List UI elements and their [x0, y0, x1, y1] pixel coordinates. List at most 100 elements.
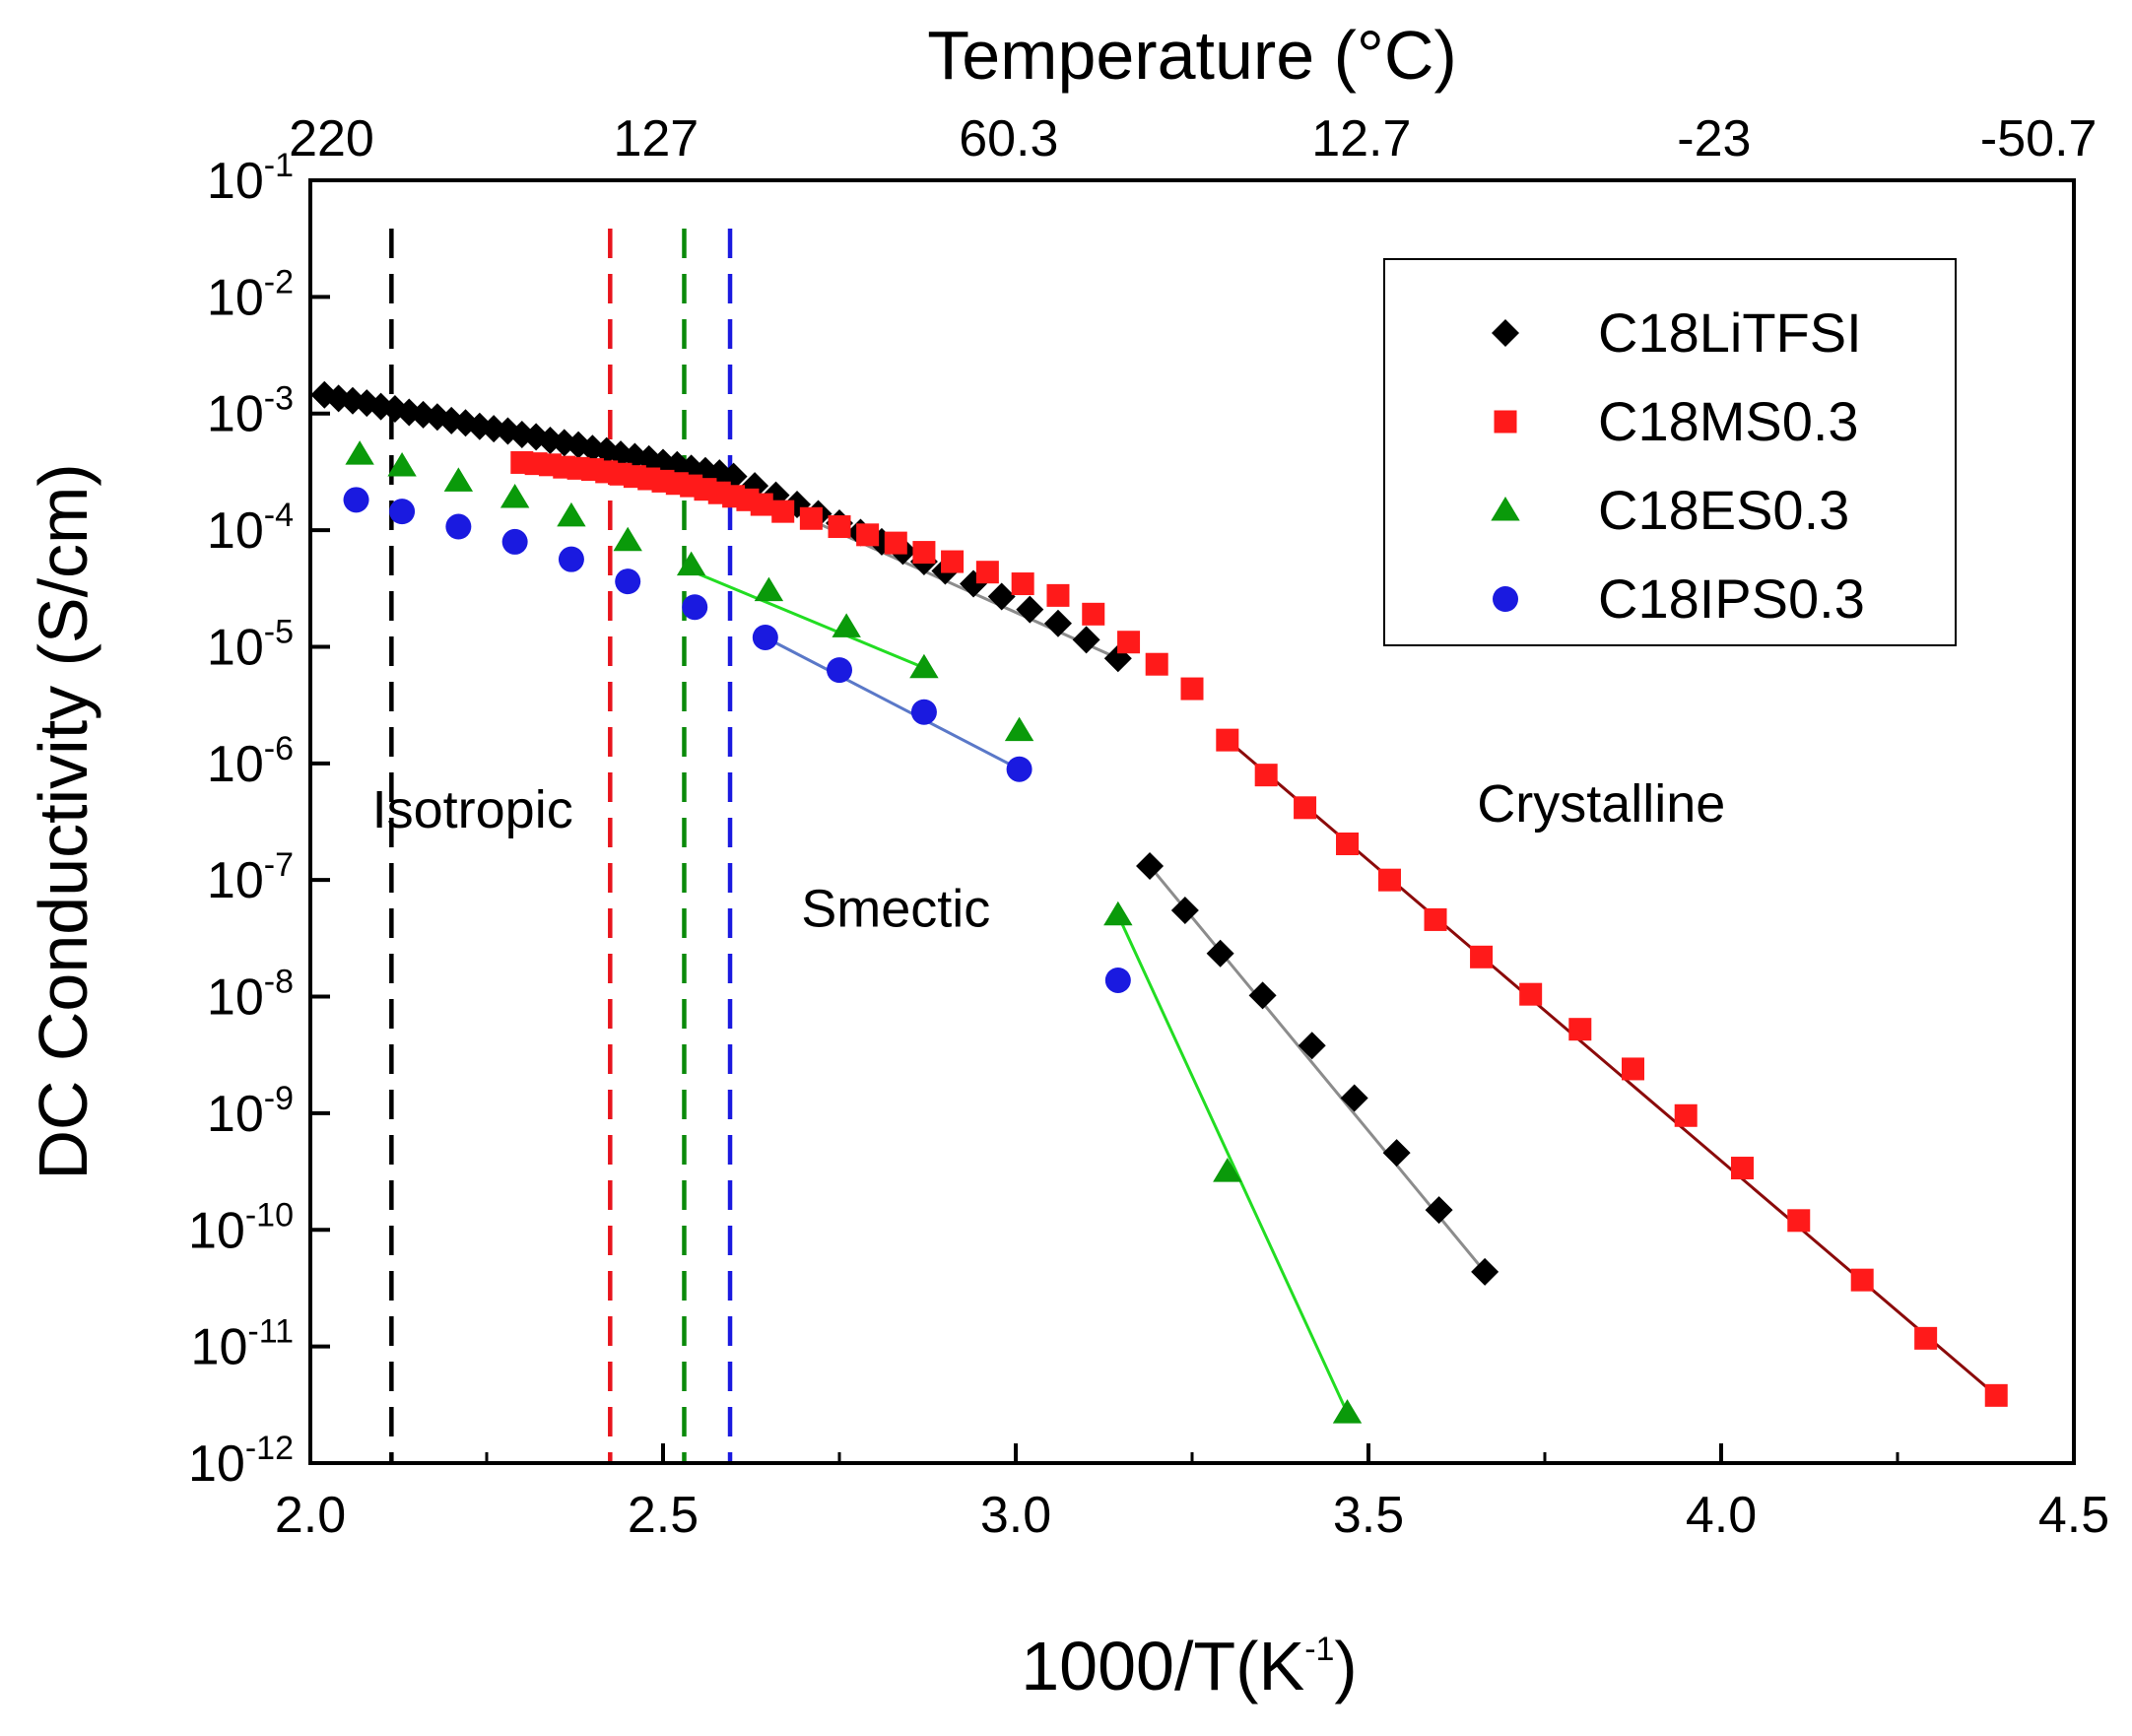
top-axis-title: Temperature (°C): [927, 17, 1457, 94]
data-point-c18litfsi-54: [1471, 1257, 1499, 1286]
data-point-c18ips0.3-10: [1006, 756, 1033, 782]
data-point-c18es0.3-1: [387, 451, 417, 477]
data-point-c18ms0.3-19: [799, 506, 823, 530]
data-point-c18litfsi-51: [1340, 1084, 1368, 1112]
legend-marker-c18ms0.3: [1494, 410, 1517, 434]
plot-markers-layer: [310, 380, 2008, 1424]
y-tick-label: 10-9: [207, 1080, 294, 1143]
y-tick-label: 10-12: [188, 1430, 294, 1493]
data-point-c18ms0.3-35: [1336, 832, 1360, 855]
data-point-c18ips0.3-5: [615, 568, 641, 595]
top-tick-label: 220: [289, 110, 374, 167]
data-point-c18litfsi-53: [1425, 1196, 1453, 1225]
data-point-c18ips0.3-11: [1104, 967, 1131, 993]
data-point-c18ms0.3-26: [1011, 572, 1034, 596]
top-tick-label: -23: [1677, 110, 1751, 167]
fit-line-c18litfsi-2: [1148, 865, 1487, 1273]
data-point-c18ms0.3-31: [1180, 677, 1204, 701]
data-point-c18ips0.3-6: [682, 594, 708, 621]
data-point-c18ms0.3-43: [1730, 1157, 1754, 1180]
x-tick-label: 4.0: [1686, 1487, 1757, 1544]
data-point-c18ms0.3-44: [1787, 1209, 1811, 1233]
legend-markers: [1491, 319, 1520, 612]
data-point-c18ms0.3-40: [1568, 1018, 1592, 1041]
data-point-c18ms0.3-29: [1117, 631, 1141, 654]
x-tick-label: 3.0: [980, 1487, 1051, 1544]
top-tick-label: 60.3: [959, 110, 1058, 167]
fit-line-c18es0.3-1: [1116, 914, 1349, 1414]
data-point-c18es0.3-2: [443, 467, 474, 492]
data-point-c18ms0.3-36: [1377, 868, 1401, 892]
top-tick-label: 127: [613, 110, 699, 167]
y-tick-label: 10-8: [207, 964, 294, 1027]
data-point-c18ms0.3-22: [884, 531, 907, 555]
data-point-c18es0.3-0: [345, 440, 374, 465]
data-point-c18ms0.3-18: [771, 500, 795, 523]
data-point-c18ms0.3-32: [1216, 728, 1239, 752]
top-tick-label: 12.7: [1311, 110, 1411, 167]
data-point-c18es0.3-13: [1332, 1399, 1363, 1424]
data-point-c18litfsi-52: [1382, 1139, 1411, 1168]
y-tick-label: 10-1: [207, 147, 294, 210]
legend-label-c18es: C18ES0.3: [1598, 479, 1849, 541]
y-tick-label: 10-6: [207, 730, 294, 793]
data-point-c18litfsi-44: [1072, 626, 1100, 654]
data-point-c18ms0.3-23: [912, 541, 936, 565]
y-tick-label: 10-4: [207, 497, 294, 560]
data-point-c18ips0.3-3: [501, 528, 528, 555]
data-point-c18ms0.3-42: [1674, 1103, 1698, 1127]
data-point-c18ms0.3-24: [941, 550, 965, 573]
legend-label-c18litfsi: C18LiTFSI: [1598, 301, 1862, 364]
legend-label-c18ips: C18IPS0.3: [1598, 568, 1865, 630]
data-point-c18ms0.3-21: [856, 523, 880, 547]
data-point-c18litfsi-46: [1136, 851, 1165, 880]
y-tick-label: 10-3: [207, 380, 294, 443]
legend-label-c18ms: C18MS0.3: [1598, 390, 1859, 452]
y-tick-label: 10-11: [191, 1313, 294, 1376]
data-point-c18es0.3-11: [1103, 901, 1133, 926]
isotropic-label: Isotropic: [372, 780, 573, 839]
data-point-c18ms0.3-28: [1082, 602, 1105, 626]
data-point-c18es0.3-9: [909, 653, 939, 679]
data-point-c18ips0.3-2: [445, 513, 472, 540]
data-point-c18litfsi-31: [762, 481, 790, 509]
data-point-c18es0.3-10: [1004, 716, 1034, 742]
data-point-c18ms0.3-38: [1470, 945, 1494, 968]
smectic-label: Smectic: [801, 880, 990, 939]
top-tick-label: -50.7: [1980, 110, 2098, 167]
y-tick-label: 10-5: [207, 613, 294, 676]
data-point-c18es0.3-3: [500, 483, 530, 508]
data-point-c18es0.3-6: [676, 551, 706, 576]
legend: C18LiTFSI C18MS0.3 C18ES0.3 C18IPS0.3: [1383, 258, 1957, 646]
data-point-c18ms0.3-39: [1519, 982, 1543, 1006]
data-point-c18es0.3-8: [832, 613, 861, 637]
x-tick-label: 2.0: [275, 1487, 346, 1544]
x-tick-label: 3.5: [1333, 1487, 1404, 1544]
data-point-c18es0.3-5: [613, 526, 642, 552]
data-point-c18ms0.3-27: [1046, 583, 1070, 607]
data-point-c18litfsi-47: [1170, 896, 1199, 924]
data-point-c18es0.3-4: [557, 501, 586, 527]
legend-marker-c18es0.3: [1491, 497, 1520, 521]
data-point-c18ips0.3-4: [558, 546, 584, 572]
fit-line-c18es0.3-0: [691, 569, 925, 670]
data-point-c18ips0.3-0: [343, 487, 369, 513]
y-tick-label: 10-2: [207, 263, 294, 326]
data-point-c18litfsi-41: [987, 582, 1016, 611]
data-point-c18ms0.3-45: [1850, 1268, 1874, 1292]
x-axis-title: 1000/T(K-1): [1021, 1628, 1357, 1704]
fit-line-c18ips0.3-0: [765, 635, 1021, 771]
y-tick-label: 10-7: [207, 846, 294, 909]
legend-box: [1383, 258, 1957, 646]
data-point-c18ips0.3-8: [827, 657, 852, 684]
y-tick-label: 10-10: [188, 1196, 294, 1259]
legend-marker-c18litfsi: [1492, 319, 1519, 347]
data-point-c18litfsi-49: [1248, 981, 1277, 1010]
data-point-c18litfsi-43: [1043, 609, 1072, 637]
data-point-c18ips0.3-7: [752, 624, 778, 650]
x-tick-label: 2.5: [628, 1487, 699, 1544]
data-point-c18ms0.3-41: [1622, 1057, 1644, 1081]
data-point-c18ms0.3-37: [1424, 907, 1447, 931]
